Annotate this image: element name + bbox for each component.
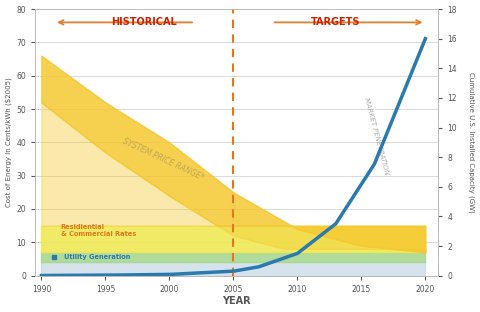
Text: Residiential
& Commercial Rates: Residiential & Commercial Rates xyxy=(60,224,136,237)
Text: TARGETS: TARGETS xyxy=(311,17,360,27)
Y-axis label: Cumulative U.S. Installed Capacity (GW): Cumulative U.S. Installed Capacity (GW) xyxy=(468,72,474,213)
Text: Utility Generation: Utility Generation xyxy=(64,254,131,260)
X-axis label: YEAR: YEAR xyxy=(222,296,251,306)
Text: MARKET PENETRATION: MARKET PENETRATION xyxy=(363,96,390,175)
Y-axis label: Cost of Energy in Cents/kWh ($2005): Cost of Energy in Cents/kWh ($2005) xyxy=(6,77,12,207)
Text: HISTORICAL: HISTORICAL xyxy=(111,17,177,27)
Text: SYSTEM PRICE RANGE*: SYSTEM PRICE RANGE* xyxy=(121,136,205,182)
